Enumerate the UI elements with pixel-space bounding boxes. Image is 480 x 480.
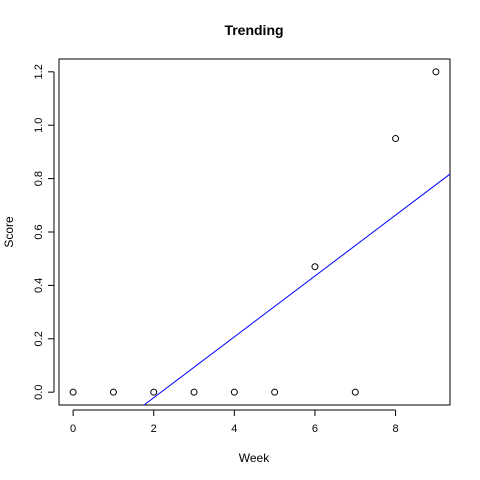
- data-point: [230, 388, 238, 396]
- data-points: [69, 68, 440, 396]
- data-point: [190, 388, 198, 396]
- trend-line-group: [143, 173, 451, 406]
- data-point: [150, 388, 158, 396]
- x-tick-label: 6: [312, 423, 318, 435]
- x-tick-label: 8: [393, 423, 399, 435]
- data-point: [392, 135, 400, 143]
- trend-line: [143, 173, 451, 406]
- y-tick-label: 0.0: [33, 385, 45, 400]
- plot-frame: [58, 58, 451, 406]
- x-axis-label: Week: [239, 451, 270, 465]
- x-axis: 0 2 4 6 8: [70, 409, 399, 435]
- y-tick-label: 1.0: [33, 118, 45, 133]
- x-tick-label: 0: [70, 423, 76, 435]
- y-tick-label: 0.4: [33, 278, 45, 293]
- chart-title: Trending: [224, 22, 283, 38]
- data-point: [109, 388, 117, 396]
- y-tick-label: 0.2: [33, 331, 45, 346]
- data-point: [351, 388, 359, 396]
- y-tick-label: 1.2: [33, 64, 45, 79]
- y-axis-label: Score: [2, 216, 16, 248]
- data-point: [69, 388, 77, 396]
- y-axis: 0.0 0.2 0.4 0.6 0.8 1.0 1.2: [33, 64, 55, 400]
- data-point: [271, 388, 279, 396]
- y-tick-label: 0.6: [33, 224, 45, 239]
- data-point: [311, 263, 319, 271]
- x-tick-label: 2: [151, 423, 157, 435]
- data-point: [432, 68, 440, 76]
- x-tick-label: 4: [231, 423, 237, 435]
- y-tick-label: 0.8: [33, 171, 45, 186]
